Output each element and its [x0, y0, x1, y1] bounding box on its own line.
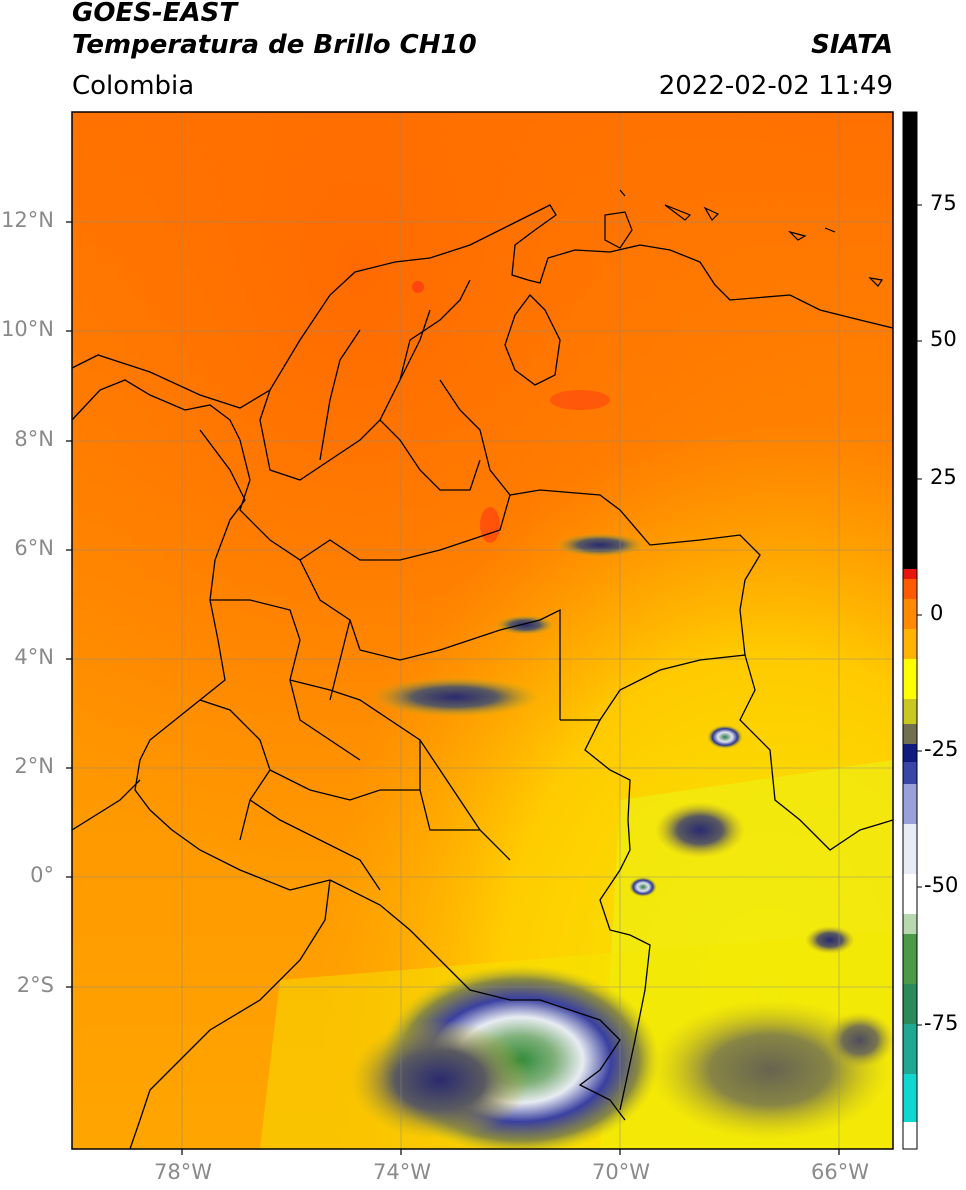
- brightness-temperature-field: [72, 112, 893, 1149]
- region-label: Colombia: [72, 71, 195, 101]
- lat-tick-label: 8°N: [14, 427, 54, 451]
- lat-tick-label: 2°S: [16, 973, 54, 997]
- lat-tick-label: 10°N: [1, 317, 54, 341]
- lat-tick-label: 4°N: [14, 645, 54, 669]
- borders: [72, 204, 893, 1149]
- colorbar-tick-label: -75: [924, 1011, 959, 1035]
- colorbar-tick-label: -25: [924, 737, 959, 761]
- lon-tick-label: 78°W: [154, 1160, 212, 1184]
- map-frame: [71, 111, 894, 1150]
- islands: [604, 189, 884, 287]
- colorbar: [902, 111, 922, 1150]
- colorbar-tick-label: -50: [924, 873, 959, 897]
- lat-tick-label: 0°: [30, 863, 54, 887]
- lon-tick-label: 74°W: [373, 1160, 431, 1184]
- lat-tick-label: 6°N: [14, 536, 54, 560]
- colorbar-tick-label: 25: [930, 465, 957, 489]
- agency-label: SIATA: [811, 30, 893, 60]
- colorbar-tick-label: 50: [930, 327, 957, 351]
- lon-tick-label: 70°W: [592, 1160, 650, 1184]
- product-title: Temperatura de Brillo CH10: [72, 30, 477, 60]
- lon-tick-label: 66°W: [811, 1160, 869, 1184]
- lat-tick-label: 2°N: [14, 754, 54, 778]
- colorbar-tick-label: 0: [930, 601, 944, 625]
- colorbar-tick-label: 75: [930, 191, 957, 215]
- datetime-label: 2022-02-02 11:49: [658, 71, 893, 101]
- lat-tick-label: 12°N: [1, 208, 54, 232]
- satellite-title: GOES-EAST: [72, 0, 238, 28]
